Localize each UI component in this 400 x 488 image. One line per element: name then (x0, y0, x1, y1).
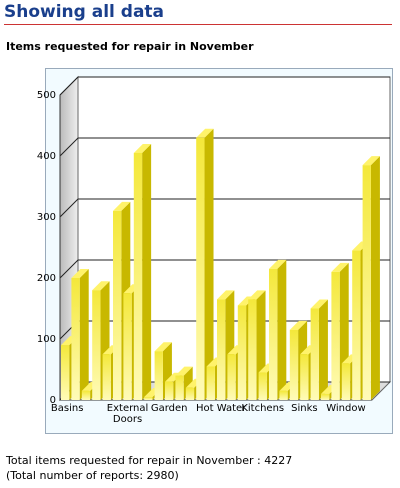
bar-top (196, 128, 214, 138)
bar-top (217, 290, 235, 300)
x-tick-label: Sinks (291, 403, 318, 414)
bar (133, 152, 143, 400)
bar (237, 305, 247, 400)
x-tick-label: Garden (150, 403, 188, 414)
bar-side (370, 156, 380, 400)
bar-side (142, 143, 152, 400)
bar (310, 308, 319, 400)
bar (185, 387, 195, 400)
bar-top (154, 342, 172, 352)
bar (92, 290, 101, 400)
x-tick-label: Basins (50, 403, 84, 414)
bar-top (71, 269, 89, 278)
bar (352, 250, 361, 400)
y-tick-label: 0 (50, 395, 56, 406)
y-tick-label: 300 (37, 212, 56, 223)
page-heading: Showing all data (4, 2, 165, 22)
grid-line (59, 76, 390, 96)
bar (217, 299, 226, 400)
bar (341, 363, 351, 400)
bar (61, 345, 70, 400)
total-text: Total items requested for repair in Nove… (6, 454, 293, 467)
bar (113, 210, 122, 400)
bar (279, 390, 288, 400)
bar (206, 366, 215, 400)
heading-rule (4, 24, 392, 25)
bar (154, 351, 163, 400)
bar (300, 354, 309, 400)
bar-top (248, 290, 266, 300)
bar (331, 271, 340, 400)
bar (258, 372, 267, 400)
bar (165, 381, 174, 400)
reports-text: (Total number of reports: 2980) (6, 469, 179, 482)
bar (321, 393, 330, 400)
y-tick-label: 400 (37, 151, 56, 162)
chart-title: Items requested for repair in November (6, 40, 254, 53)
bar (175, 375, 184, 400)
y-tick-label: 100 (37, 334, 56, 345)
grid-line (59, 198, 390, 218)
bar-top (113, 201, 131, 211)
bar-top (269, 259, 287, 269)
x-tick-label: Kitchens (241, 403, 285, 414)
bar-top (133, 143, 152, 153)
bar (81, 390, 91, 400)
bar-top (92, 281, 110, 291)
bar-top (331, 262, 349, 272)
bar (102, 354, 111, 400)
bar (196, 137, 205, 400)
bar-top (362, 156, 380, 166)
bar-side (204, 128, 214, 400)
bar (289, 329, 299, 400)
bar (362, 165, 371, 400)
grid-line (59, 137, 390, 157)
bar (144, 396, 153, 400)
bar-top (175, 366, 193, 376)
bar (71, 278, 80, 400)
bar-side (277, 259, 287, 400)
bar-side (318, 299, 328, 400)
bar-top (310, 299, 328, 309)
y-tick-label: 200 (37, 273, 56, 284)
y-tick-label: 500 (37, 90, 56, 101)
bar (123, 293, 132, 400)
bar (248, 299, 257, 400)
bar (269, 268, 278, 400)
bar-side (79, 269, 89, 400)
x-tick-label: External Doors (106, 403, 149, 425)
bar-top (289, 320, 308, 330)
x-tick-label: Window (326, 403, 366, 414)
bar (227, 354, 236, 400)
x-tick-label: Hot Water (196, 403, 247, 414)
